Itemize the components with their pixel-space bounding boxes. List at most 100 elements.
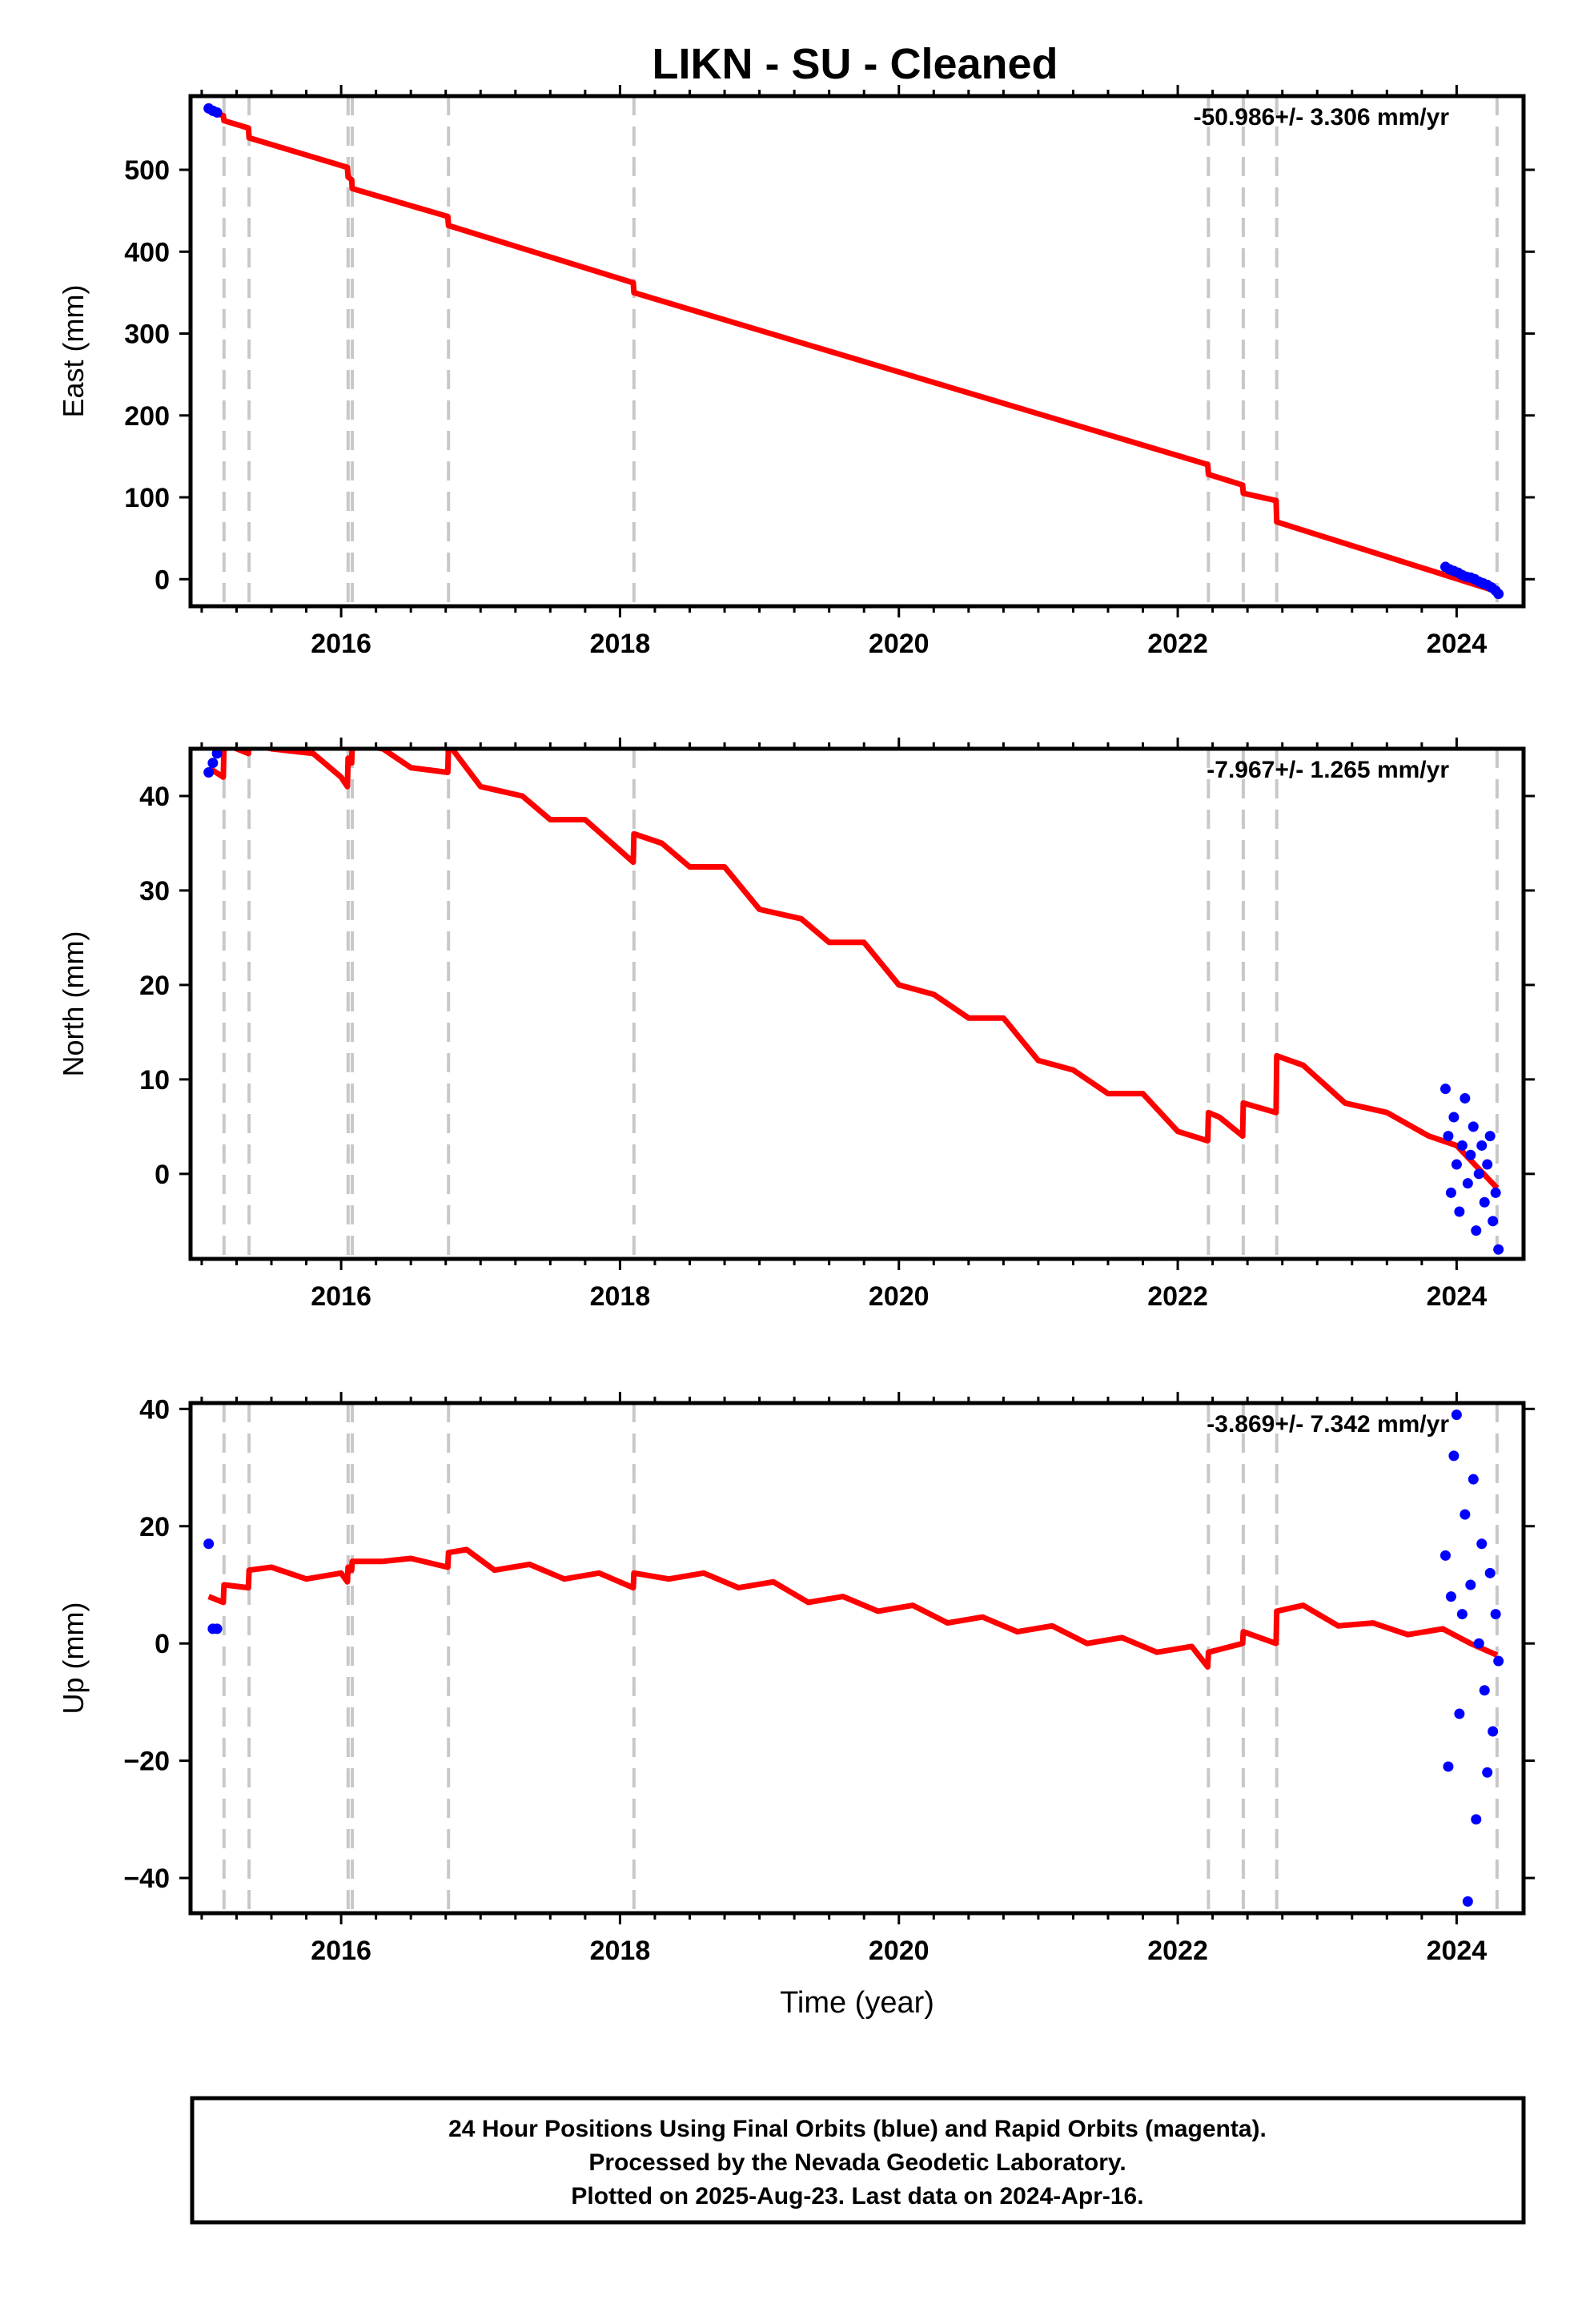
up-x-tick-label: 2022 — [1147, 1936, 1208, 1966]
north-data-point — [1493, 1244, 1504, 1255]
north-y-tick-label: 10 — [139, 1065, 170, 1096]
north-data-point — [1471, 1225, 1482, 1236]
up-data-point — [1476, 1538, 1488, 1550]
footer-line-1: 24 Hour Positions Using Final Orbits (bl… — [448, 2116, 1267, 2142]
up-data-point — [1465, 1579, 1476, 1590]
north-data-point — [1465, 1149, 1476, 1160]
east-y-tick-label: 400 — [124, 237, 170, 267]
footer-box: 24 Hour Positions Using Final Orbits (bl… — [190, 2096, 1526, 2225]
up-fit-line — [207, 1546, 1499, 1670]
footer-line-3: Plotted on 2025-Aug-23. Last data on 202… — [571, 2183, 1143, 2209]
north-data-point — [1445, 1187, 1456, 1198]
up-data-point — [1482, 1767, 1493, 1778]
north-data-point — [1488, 1216, 1499, 1227]
east-y-tick-label: 100 — [124, 483, 170, 513]
north-data-point — [211, 749, 223, 759]
north-data-point — [1473, 1168, 1484, 1180]
north-data-point — [1460, 1092, 1471, 1104]
up-data-point — [1471, 1814, 1482, 1825]
up-x-tick-label: 2024 — [1427, 1936, 1488, 1966]
north-data-point — [1484, 1131, 1496, 1142]
north-data-point — [1456, 1140, 1468, 1151]
north-y-tick-label: 0 — [155, 1160, 170, 1190]
north-data-point — [1454, 1206, 1465, 1217]
north-data-point — [1468, 1121, 1479, 1132]
up-data-point — [1479, 1685, 1490, 1696]
north-data-point — [1479, 1196, 1490, 1208]
east-panel: 2016 2018 2020 2022 2024 0 100 200 300 400 500 East… — [57, 85, 1535, 659]
north-x-tick-label: 2020 — [869, 1281, 930, 1312]
footer-line-2: Processed by the Nevada Geodetic Laborat… — [588, 2149, 1126, 2176]
up-data-point — [1448, 1450, 1460, 1462]
east-data-point — [211, 107, 223, 118]
north-x-tick-label: 2016 — [311, 1281, 371, 1312]
east-y-tick-label: 500 — [124, 155, 170, 186]
north-data-point — [1490, 1187, 1501, 1198]
north-data-point — [1462, 1178, 1473, 1189]
up-y-tick-label: 0 — [155, 1629, 170, 1659]
footer-frame — [190, 2096, 1526, 2225]
up-y-tick-label: 40 — [139, 1394, 170, 1425]
east-x-tick-label: 2016 — [311, 629, 371, 659]
east-data-point — [1493, 589, 1504, 600]
east-y-axis-label: East (mm) — [57, 285, 90, 418]
up-data-point — [1451, 1409, 1462, 1421]
east-y-tick-label: 0 — [155, 565, 170, 595]
north-data-point — [1443, 1131, 1454, 1142]
east-y-tick-label: 300 — [124, 320, 170, 350]
up-data-point — [1443, 1761, 1454, 1772]
north-fit-line — [207, 749, 1500, 1190]
chart-title: LIKN - SU - Cleaned — [652, 40, 1058, 88]
north-data-point — [1482, 1159, 1493, 1170]
north-x-tick-label: 2018 — [590, 1281, 651, 1312]
up-data-point — [1460, 1509, 1471, 1520]
up-frame — [188, 1401, 1526, 1916]
up-y-axis-label: Up (mm) — [57, 1602, 90, 1715]
up-x-tick-label: 2018 — [590, 1936, 651, 1966]
up-data-point — [1445, 1591, 1456, 1602]
up-panel: 2016 2018 2020 2022 2024 −40 −20 0 20 40 Up (mm) -3… — [57, 1392, 1535, 2020]
up-x-axis-label: Time (year) — [780, 1986, 934, 2020]
up-y-tick-label: −20 — [123, 1747, 170, 1777]
north-frame — [188, 746, 1526, 1261]
north-data-point — [1439, 1084, 1451, 1095]
north-data-point — [1448, 1112, 1460, 1123]
east-rate-label: -50.986+/- 3.306 mm/yr — [1194, 104, 1450, 131]
up-data-point — [203, 1538, 215, 1550]
up-data-point — [1454, 1708, 1465, 1719]
east-x-tick-label: 2018 — [590, 629, 651, 659]
east-x-tick-label: 2020 — [869, 629, 930, 659]
north-y-tick-label: 40 — [139, 782, 170, 812]
up-x-tick-label: 2020 — [869, 1936, 930, 1966]
up-rate-label: -3.869+/- 7.342 mm/yr — [1207, 1411, 1449, 1437]
north-rate-label: -7.967+/- 1.265 mm/yr — [1207, 757, 1449, 783]
north-y-tick-label: 20 — [139, 971, 170, 1001]
north-y-tick-label: 30 — [139, 876, 170, 907]
up-data-point — [1468, 1474, 1479, 1485]
up-data-point — [1493, 1655, 1504, 1667]
up-data-point — [1439, 1550, 1451, 1561]
north-x-tick-label: 2024 — [1427, 1281, 1488, 1312]
north-data-point — [1476, 1140, 1488, 1151]
east-x-tick-label: 2024 — [1427, 629, 1488, 659]
up-plot-area — [203, 1403, 1504, 1913]
up-data-point — [1490, 1609, 1501, 1620]
up-y-tick-label: −40 — [123, 1864, 170, 1894]
up-data-point — [1488, 1726, 1499, 1737]
north-data-point — [207, 758, 219, 769]
east-plot-area — [203, 96, 1504, 606]
up-data-point — [1473, 1638, 1484, 1649]
up-y-tick-label: 20 — [139, 1512, 170, 1542]
north-data-point — [203, 766, 215, 778]
east-fit-line — [207, 108, 1498, 594]
up-data-point — [1456, 1609, 1468, 1620]
up-data-point — [1484, 1567, 1496, 1578]
east-frame — [188, 94, 1526, 609]
up-data-point — [211, 1623, 223, 1634]
up-x-tick-label: 2016 — [311, 1936, 371, 1966]
north-panel: 2016 2018 2020 2022 2024 0 10 20 30 40 North (mm) -… — [57, 738, 1535, 1312]
north-plot-area — [203, 749, 1504, 1259]
north-data-point — [1451, 1159, 1462, 1170]
east-x-tick-label: 2022 — [1147, 629, 1208, 659]
